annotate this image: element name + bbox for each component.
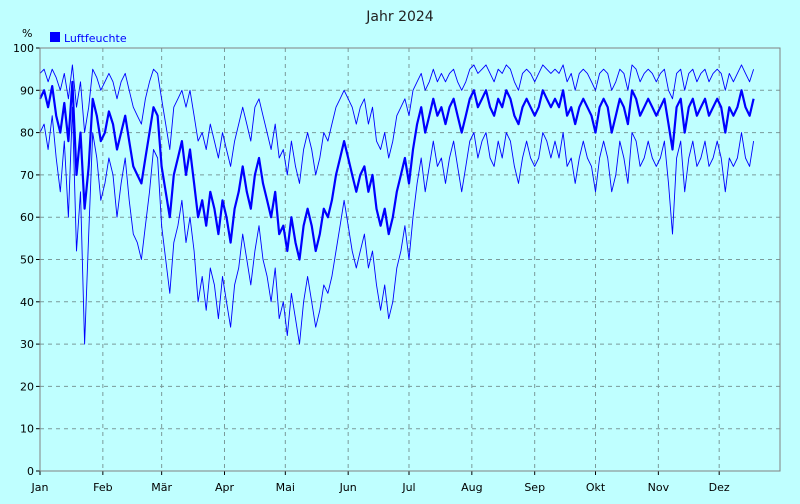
x-tick-label: Nov: [648, 481, 670, 494]
series-line-2: [39, 106, 755, 345]
y-tick-label: 30: [20, 338, 34, 351]
y-tick-label: 50: [20, 254, 34, 267]
plot-frame: [39, 47, 781, 472]
legend-swatch: [50, 32, 60, 42]
x-tick-label: Jan: [31, 481, 49, 494]
x-tick-label: Mai: [276, 481, 295, 494]
y-tick-label: 100: [13, 42, 34, 55]
x-tick-label: Apr: [215, 481, 235, 494]
y-tick-label: 70: [20, 169, 34, 182]
y-axis: 0 10 20 30 40 50 60 70 80 90 100: [13, 42, 40, 478]
x-axis: Jan Feb Mär Apr Mai Jun Jul Aug Sep Okt Nov Dez: [31, 471, 730, 494]
legend-label: Luftfeuchte: [64, 32, 127, 45]
x-tick-label: Sep: [524, 481, 545, 494]
y-tick-label: 60: [20, 211, 34, 224]
y-axis-unit: %: [22, 27, 32, 40]
x-tick-label: Mär: [151, 481, 172, 494]
series-lines: [39, 64, 755, 345]
y-tick-label: 40: [20, 296, 34, 309]
x-tick-label: Okt: [586, 481, 606, 494]
y-tick-label: 0: [27, 465, 34, 478]
y-tick-label: 10: [20, 423, 34, 436]
chart-title: Jahr 2024: [365, 9, 434, 25]
legend: Luftfeuchte: [50, 32, 127, 45]
series-line-0: [39, 80, 755, 261]
y-tick-label: 80: [20, 127, 34, 140]
series-line-1: [39, 64, 755, 184]
x-tick-label: Jun: [339, 481, 357, 494]
x-tick-label: Jul: [401, 481, 415, 494]
x-tick-label: Dez: [709, 481, 730, 494]
x-tick-label: Feb: [93, 481, 112, 494]
x-tick-label: Aug: [461, 481, 482, 494]
y-tick-label: 90: [20, 84, 34, 97]
y-tick-label: 20: [20, 380, 34, 393]
